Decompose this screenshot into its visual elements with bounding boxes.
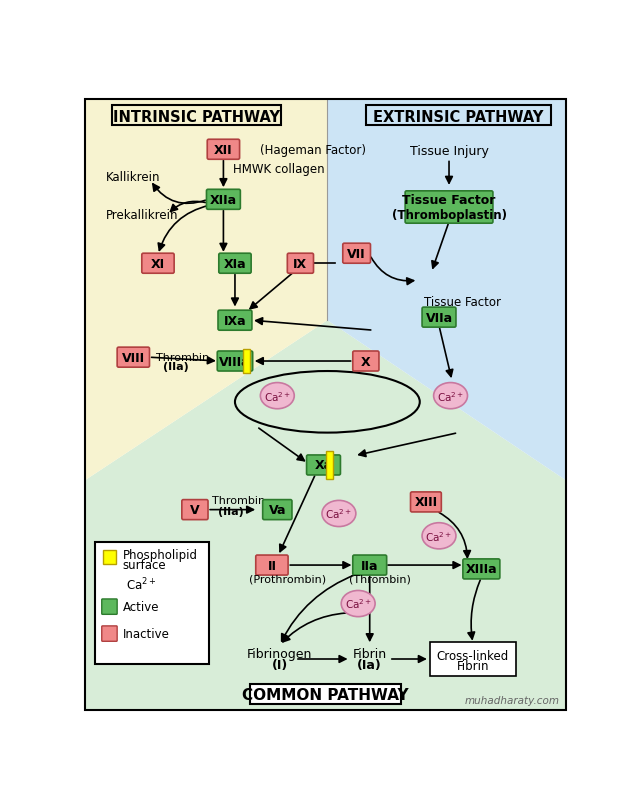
Text: VIIIa: VIIIa bbox=[219, 355, 251, 368]
Text: Ca$^{2+}$: Ca$^{2+}$ bbox=[264, 389, 291, 403]
Text: Va: Va bbox=[269, 504, 286, 516]
FancyBboxPatch shape bbox=[422, 308, 456, 328]
FancyBboxPatch shape bbox=[102, 550, 116, 564]
Text: Tissue Factor: Tissue Factor bbox=[403, 194, 496, 207]
Text: Thrombin: Thrombin bbox=[156, 353, 210, 363]
FancyBboxPatch shape bbox=[117, 348, 149, 367]
Text: Tissue Factor: Tissue Factor bbox=[424, 296, 500, 309]
Text: EXTRINSIC PATHWAY: EXTRINSIC PATHWAY bbox=[373, 111, 544, 125]
FancyBboxPatch shape bbox=[405, 192, 493, 224]
Text: Kallikrein: Kallikrein bbox=[105, 171, 160, 184]
Text: X: X bbox=[361, 355, 371, 368]
Text: muhadharaty.com: muhadharaty.com bbox=[465, 695, 560, 705]
Text: (Prothrombin): (Prothrombin) bbox=[249, 574, 326, 584]
Text: Xa: Xa bbox=[314, 459, 333, 472]
FancyBboxPatch shape bbox=[353, 555, 387, 575]
FancyBboxPatch shape bbox=[102, 626, 117, 642]
Text: IX: IX bbox=[293, 257, 307, 270]
FancyBboxPatch shape bbox=[353, 351, 379, 371]
FancyBboxPatch shape bbox=[430, 642, 516, 676]
FancyBboxPatch shape bbox=[142, 254, 174, 274]
Text: (IIa): (IIa) bbox=[163, 362, 189, 372]
Text: XIa: XIa bbox=[224, 257, 246, 270]
Polygon shape bbox=[85, 100, 328, 480]
Text: Ca$^{2+}$: Ca$^{2+}$ bbox=[325, 507, 352, 520]
FancyBboxPatch shape bbox=[182, 500, 208, 520]
Text: XIIa: XIIa bbox=[210, 193, 237, 207]
Text: INTRINSIC PATHWAY: INTRINSIC PATHWAY bbox=[113, 111, 280, 125]
Text: XIII: XIII bbox=[415, 496, 438, 508]
FancyBboxPatch shape bbox=[217, 351, 253, 371]
Text: IXa: IXa bbox=[224, 314, 246, 327]
Text: II: II bbox=[267, 559, 276, 572]
Text: Ca$^{2+}$: Ca$^{2+}$ bbox=[126, 577, 156, 593]
Text: Fibrinogen: Fibrinogen bbox=[247, 647, 312, 660]
Text: Fibrin: Fibrin bbox=[352, 647, 387, 660]
FancyBboxPatch shape bbox=[343, 244, 370, 264]
Text: Prekallikrein: Prekallikrein bbox=[105, 209, 178, 222]
FancyBboxPatch shape bbox=[95, 542, 209, 664]
Text: (Thrombin): (Thrombin) bbox=[349, 574, 411, 584]
Text: Cross-linked: Cross-linked bbox=[437, 649, 509, 662]
FancyBboxPatch shape bbox=[256, 555, 288, 575]
Text: (I): (I) bbox=[272, 658, 288, 671]
Text: Ca$^{2+}$: Ca$^{2+}$ bbox=[97, 577, 124, 591]
Ellipse shape bbox=[422, 523, 456, 549]
Text: HMWK collagen: HMWK collagen bbox=[232, 163, 324, 176]
Text: (Ia): (Ia) bbox=[358, 658, 382, 671]
FancyBboxPatch shape bbox=[307, 456, 340, 476]
Text: XI: XI bbox=[151, 257, 165, 270]
Text: Inactive: Inactive bbox=[123, 627, 170, 640]
Text: Phospholipid: Phospholipid bbox=[123, 548, 197, 561]
FancyBboxPatch shape bbox=[218, 311, 252, 330]
Text: Active: Active bbox=[123, 601, 159, 614]
FancyBboxPatch shape bbox=[250, 684, 401, 704]
Ellipse shape bbox=[434, 383, 467, 409]
FancyBboxPatch shape bbox=[102, 599, 117, 614]
Text: Ca$^{2+}$: Ca$^{2+}$ bbox=[345, 597, 371, 610]
Text: (IIa): (IIa) bbox=[218, 507, 244, 516]
Ellipse shape bbox=[341, 591, 375, 617]
Text: V: V bbox=[190, 504, 200, 516]
Polygon shape bbox=[85, 321, 566, 710]
Text: Ca$^{2+}$: Ca$^{2+}$ bbox=[437, 389, 464, 403]
FancyBboxPatch shape bbox=[206, 190, 241, 210]
Text: (Hageman Factor): (Hageman Factor) bbox=[260, 144, 366, 156]
Text: surface: surface bbox=[123, 558, 166, 571]
Text: VII: VII bbox=[347, 247, 366, 261]
Text: XIIIa: XIIIa bbox=[465, 563, 497, 576]
Text: Fibrin: Fibrin bbox=[457, 659, 489, 673]
FancyBboxPatch shape bbox=[287, 254, 314, 274]
FancyBboxPatch shape bbox=[85, 100, 566, 710]
FancyBboxPatch shape bbox=[326, 452, 333, 480]
FancyBboxPatch shape bbox=[263, 500, 292, 520]
Ellipse shape bbox=[322, 500, 356, 527]
Polygon shape bbox=[328, 100, 566, 480]
Text: VIIa: VIIa bbox=[425, 311, 453, 324]
Ellipse shape bbox=[98, 575, 123, 593]
FancyBboxPatch shape bbox=[410, 492, 441, 512]
Text: IIa: IIa bbox=[361, 559, 378, 572]
FancyBboxPatch shape bbox=[463, 559, 500, 579]
Text: (Thromboplastin): (Thromboplastin) bbox=[392, 209, 507, 221]
Ellipse shape bbox=[260, 383, 294, 409]
Text: Thrombin: Thrombin bbox=[212, 496, 265, 506]
Text: COMMON PATHWAY: COMMON PATHWAY bbox=[242, 687, 408, 702]
Text: VIII: VIII bbox=[122, 351, 145, 364]
FancyBboxPatch shape bbox=[219, 254, 251, 274]
Text: Tissue Injury: Tissue Injury bbox=[410, 145, 488, 158]
Text: Ca$^{2+}$: Ca$^{2+}$ bbox=[425, 529, 453, 543]
FancyBboxPatch shape bbox=[207, 140, 239, 160]
FancyBboxPatch shape bbox=[243, 350, 250, 373]
Text: XII: XII bbox=[214, 144, 232, 156]
